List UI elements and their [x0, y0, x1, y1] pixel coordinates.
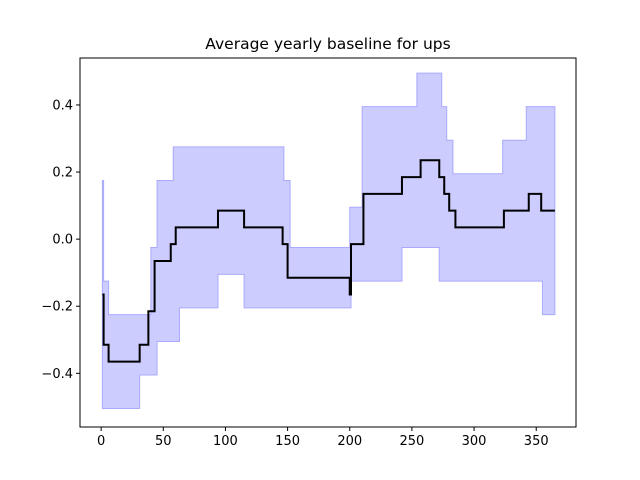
x-tick-label: 300 [462, 434, 487, 449]
chart-title: Average yearly baseline for ups [205, 35, 450, 53]
y-tick-label: 0.4 [52, 98, 73, 113]
x-tick-label: 100 [213, 434, 238, 449]
uncertainty-band [101, 72, 556, 410]
x-tick-label: 350 [524, 434, 549, 449]
y-tick-label: −0.2 [41, 300, 73, 315]
baseline-line-layer [102, 159, 555, 363]
x-tick-label: 250 [399, 434, 424, 449]
y-tick-label: 0.2 [52, 166, 73, 181]
baseline-line [102, 159, 555, 363]
uncertainty-band-layer [101, 72, 556, 410]
y-axis: −0.4 −0.2 0.0 0.2 0.4 [41, 98, 80, 382]
y-tick-label: −0.4 [41, 367, 73, 382]
x-tick-label: 0 [97, 434, 105, 449]
x-tick-label: 50 [155, 434, 172, 449]
x-axis: 0 50 100 150 200 250 300 350 [97, 427, 549, 449]
y-tick-label: 0.0 [52, 233, 73, 248]
plot-frame [79, 57, 577, 428]
x-tick-label: 200 [337, 434, 362, 449]
x-tick-label: 150 [275, 434, 300, 449]
